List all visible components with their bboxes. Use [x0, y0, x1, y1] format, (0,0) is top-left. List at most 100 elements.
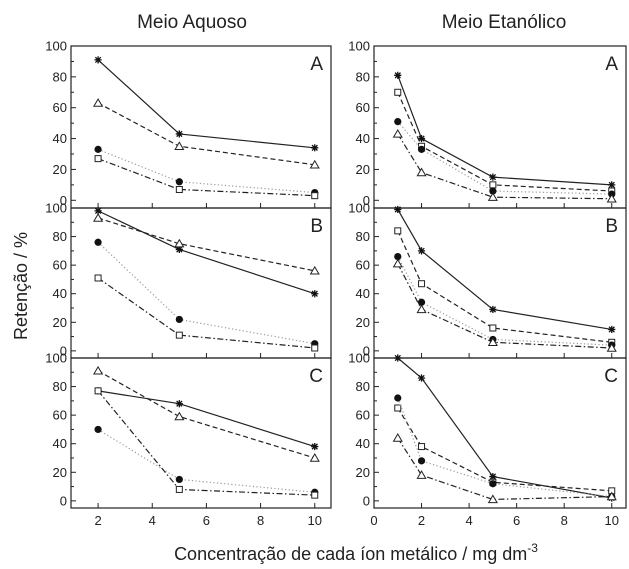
y-tick-label: 20: [53, 465, 67, 480]
y-tick-label: 60: [53, 100, 67, 115]
marker-star: [394, 354, 402, 362]
marker-triangle: [487, 192, 498, 201]
y-tick-label: 100: [45, 39, 67, 54]
marker-star: [394, 205, 402, 214]
y-tick-label: 40: [53, 131, 67, 146]
y-tick-label: 0: [363, 193, 370, 208]
marker-circle: [94, 145, 102, 153]
y-tick-label: 100: [348, 201, 370, 216]
panel-aquoso-a: 0 20 40 60 80 100 A: [45, 39, 332, 209]
panel-letter: A: [310, 54, 323, 75]
marker-triangle: [487, 337, 498, 346]
marker-square: [94, 387, 102, 395]
series-line: [397, 357, 612, 499]
marker-star: [489, 173, 497, 181]
y-tick-label: 80: [53, 229, 67, 244]
panel-letter: B: [605, 216, 618, 237]
x-tick-label: 4: [465, 513, 472, 528]
series-triangle: [93, 213, 320, 275]
marker-triangle: [606, 193, 617, 203]
series-triangle: [93, 365, 320, 462]
marker-square: [418, 443, 426, 451]
series-star: [94, 387, 319, 451]
y-tick-label: 80: [356, 69, 370, 84]
x-tick-label: 6: [513, 513, 520, 528]
marker-square: [311, 192, 319, 200]
marker-triangle: [174, 238, 185, 248]
marker-triangle: [309, 159, 320, 169]
panel-letter: B: [310, 216, 323, 237]
y-tick-label: 40: [53, 436, 67, 451]
panel-aquoso-b: 0 20 40 60 80 100 B: [45, 201, 332, 359]
marker-circle: [94, 238, 102, 246]
marker-square: [175, 185, 183, 193]
marker-triangle: [416, 167, 427, 177]
marker-star: [175, 400, 183, 408]
marker-circle: [175, 178, 183, 186]
y-tick-label: 40: [356, 436, 370, 451]
y-tick-label: 80: [53, 379, 67, 394]
x-tick-label: 8: [561, 513, 568, 528]
series-circle: [94, 425, 319, 496]
series-star: [94, 207, 319, 298]
series-line: [97, 59, 315, 149]
series-line: [97, 217, 315, 272]
series-triangle: [392, 258, 617, 352]
series-line: [97, 277, 315, 349]
marker-square: [311, 344, 319, 352]
marker-triangle: [392, 258, 403, 268]
marker-triangle: [487, 494, 498, 504]
series-line: [397, 407, 612, 492]
column-title-etanolico: Meio Etanólico: [442, 12, 567, 33]
marker-square: [489, 181, 497, 189]
marker-square: [175, 331, 183, 339]
y-tick-label: 60: [356, 100, 370, 115]
y-tick-label: 40: [356, 286, 370, 301]
marker-triangle: [392, 128, 403, 138]
panel-letter: C: [604, 366, 618, 387]
y-tick-label: 40: [356, 131, 370, 146]
marker-star: [417, 247, 426, 255]
y-tick-label: 60: [53, 258, 67, 273]
marker-square: [94, 155, 102, 163]
y-tick-label: 100: [45, 201, 67, 216]
series-line: [97, 390, 315, 496]
series-square: [94, 387, 319, 499]
y-tick-label: 60: [356, 408, 370, 423]
series-line: [397, 209, 612, 331]
y-tick-label: 100: [348, 351, 370, 366]
marker-circle: [175, 315, 183, 324]
y-tick-label: 20: [356, 315, 370, 330]
x-axis-title: Concentração de cada íon metálico / mg d…: [174, 541, 538, 564]
series-circle: [394, 394, 616, 501]
panel-letter: C: [309, 366, 323, 387]
marker-triangle: [606, 491, 617, 501]
series-line: [97, 370, 315, 459]
marker-star: [489, 305, 497, 314]
panel-etanolico-b: 0 20 40 60 80 100 B: [348, 201, 627, 359]
marker-star: [94, 207, 102, 215]
marker-star: [311, 144, 319, 152]
y-tick-label: 0: [60, 493, 67, 508]
series-line: [97, 241, 315, 345]
y-tick-label: 20: [53, 315, 67, 330]
y-axis-title: Retenção / %: [11, 232, 31, 340]
marker-circle: [417, 298, 426, 306]
y-tick-label: 0: [363, 493, 370, 508]
series-star: [394, 71, 616, 189]
x-tick-label: 0: [370, 513, 377, 528]
x-tick-label: 6: [203, 513, 210, 528]
marker-square: [394, 404, 402, 412]
series-line: [97, 428, 315, 493]
marker-square: [94, 274, 102, 282]
y-tick-label: 60: [356, 258, 370, 273]
marker-square: [394, 227, 402, 235]
y-tick-label: 100: [348, 39, 370, 54]
x-tick-label: 2: [94, 513, 101, 528]
series-line: [97, 390, 315, 448]
marker-triangle: [606, 343, 617, 352]
series-line: [397, 437, 612, 501]
series-line: [397, 230, 612, 343]
series-square: [94, 274, 319, 352]
